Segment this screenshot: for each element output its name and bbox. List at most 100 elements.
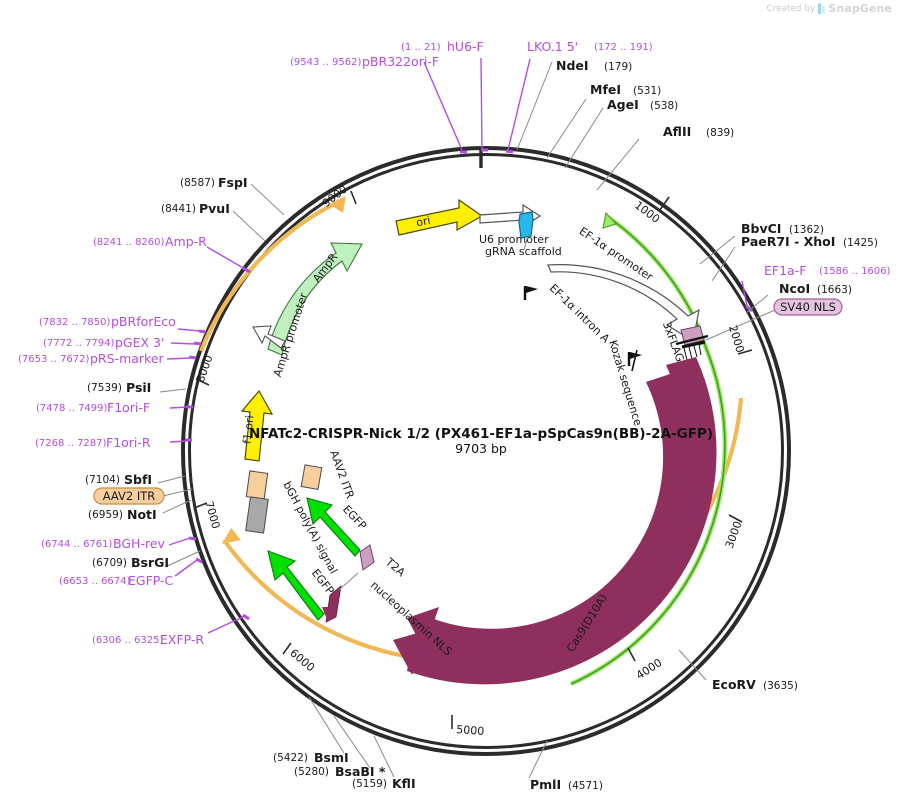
primer-tick-exfp-r bbox=[242, 613, 250, 621]
leader-sv40-nls bbox=[705, 309, 776, 341]
primer-range-f1ori-f: (7478 .. 7499) bbox=[36, 403, 108, 414]
primer-range-lko1-5: (172 .. 191) bbox=[594, 42, 653, 53]
enzyme-name-bbvci: BbvCI bbox=[741, 221, 781, 236]
enzyme-name-ecorv: EcoRV bbox=[712, 677, 756, 692]
primer-name-exfp-r: EXFP-R bbox=[160, 632, 204, 647]
label-f1ori-f[interactable]: (7478 .. 7499) F1ori-F bbox=[36, 400, 150, 415]
feature-label-aav2-itr-inner: AAV2 ITR bbox=[327, 449, 357, 501]
tick-5000: 5000 bbox=[451, 715, 485, 738]
label-psii[interactable]: (7539) PsiI bbox=[87, 380, 151, 395]
primer-name-f1ori-r: F1ori-R bbox=[106, 435, 151, 450]
feature-label-grna-scaffold: gRNA scaffold bbox=[485, 245, 562, 258]
label-ecorv[interactable]: EcoRV (3635) bbox=[712, 677, 798, 692]
feature-cas9-d10a[interactable]: Cas9(D10A) bbox=[407, 372, 696, 660]
feature-label-ef1a-intron-a: EF-1α intron A bbox=[547, 282, 613, 346]
tick-1000: 1000 bbox=[632, 196, 670, 226]
sv40-nls-pill bbox=[773, 298, 843, 316]
primer-name-lko1-5: LKO.1 5' bbox=[527, 39, 578, 54]
label-lko1-5[interactable]: LKO.1 5' (172 .. 191) bbox=[527, 39, 653, 54]
primer-name-f1ori-f: F1ori-F bbox=[107, 400, 150, 415]
enzyme-pos-pmli: (4571) bbox=[568, 780, 603, 792]
primer-range-f1ori-r: (7268 .. 7287) bbox=[35, 438, 107, 449]
primer-leaders bbox=[166, 57, 748, 634]
label-bbvci[interactable]: BbvCI (1362) bbox=[741, 221, 824, 236]
label-pvui[interactable]: (8441) PvuI bbox=[161, 201, 230, 216]
feature-aav2-itr-inner[interactable]: AAV2 ITR bbox=[300, 449, 357, 501]
enzyme-name-aflii: AflII bbox=[663, 124, 691, 139]
tick-label-3000: 3000 bbox=[723, 519, 745, 550]
feature-label-cas9: Cas9 bbox=[579, 563, 604, 593]
enzyme-pos-psii: (7539) bbox=[87, 382, 122, 394]
primer-name-egfp-c: EGFP-C bbox=[128, 573, 174, 588]
feature-t2a[interactable]: T2A bbox=[359, 544, 408, 580]
label-prs-marker[interactable]: (7653 .. 7672) pRS-marker bbox=[18, 351, 165, 366]
primer-tick-prs-marker bbox=[188, 355, 197, 360]
label-ndei[interactable]: NdeI (179) bbox=[556, 58, 632, 73]
primer-tick-bgh-rev bbox=[188, 536, 197, 541]
label-pbrforeco[interactable]: (7832 .. 7850) pBRforEco bbox=[39, 314, 176, 329]
intron-flag-left bbox=[523, 286, 538, 300]
label-paer7i-xhoi[interactable]: PaeR7I - XhoI (1425) bbox=[741, 234, 878, 249]
label-egfp-c[interactable]: (6653 .. 6674) EGFP-C bbox=[59, 573, 174, 588]
label-fspi[interactable]: (8587) FspI bbox=[180, 175, 248, 190]
label-f1ori-r[interactable]: (7268 .. 7287) F1ori-R bbox=[35, 435, 151, 450]
label-hu6-f[interactable]: (1 .. 21) hU6-F bbox=[401, 39, 484, 54]
primer-range-amp-r: (8241 .. 8260) bbox=[93, 237, 165, 248]
enzyme-name-pmli: PmlI bbox=[530, 777, 561, 792]
snapgene-branding: Created by SnapGene bbox=[767, 2, 892, 15]
feature-grna-scaffold[interactable]: gRNA scaffold bbox=[485, 211, 562, 258]
label-bgh-rev[interactable]: (6744 .. 6761) BGH-rev bbox=[41, 536, 166, 551]
enzyme-name-ncoi: NcoI bbox=[779, 281, 810, 296]
primer-tick-lko1-5 bbox=[505, 149, 514, 154]
label-sbfi[interactable]: (7104) SbfI bbox=[85, 472, 152, 487]
leader-nucleoplasmin bbox=[338, 572, 359, 591]
label-pbr322ori-f[interactable]: (9543 .. 9562) pBR322ori-F bbox=[290, 54, 439, 69]
primer-range-bgh-rev: (6744 .. 6761) bbox=[41, 539, 113, 550]
primer-tick-pbrforeco bbox=[198, 329, 207, 334]
enzyme-pos-mfei: (531) bbox=[633, 85, 661, 97]
label-amp-r[interactable]: (8241 .. 8260) Amp-R bbox=[93, 234, 207, 249]
aav2-itr-pill bbox=[93, 487, 165, 505]
tick-4000: 4000 bbox=[627, 647, 665, 682]
primer-name-hu6-f: hU6-F bbox=[447, 39, 484, 54]
primer-range-exfp-r: (6306 .. 6325) bbox=[92, 635, 164, 646]
enzyme-name-psii: PsiI bbox=[126, 380, 151, 395]
primer-range-pbr322ori-f: (9543 .. 9562) bbox=[290, 57, 362, 68]
label-kfli[interactable]: (5159) KflI bbox=[352, 776, 416, 791]
primer-range-egfp-c: (6653 .. 6674) bbox=[59, 576, 131, 587]
enzyme-name-sbfi: SbfI bbox=[124, 472, 152, 487]
tick-label-6000: 6000 bbox=[287, 646, 317, 674]
label-bsmi[interactable]: (5422) BsmI bbox=[273, 750, 349, 765]
label-mfei[interactable]: MfeI (531) bbox=[590, 82, 661, 97]
enzyme-pos-fspi: (8587) bbox=[180, 177, 215, 189]
primer-name-amp-r: Amp-R bbox=[165, 234, 207, 249]
label-agei[interactable]: AgeI (538) bbox=[607, 97, 678, 112]
label-aflii[interactable]: AflII (839) bbox=[663, 124, 734, 139]
label-ef1a-f[interactable]: EF1a-F (1586 .. 1606) bbox=[764, 263, 891, 278]
label-bsabi[interactable]: (5280) BsaBI * bbox=[294, 764, 386, 779]
feature-label-sv40-nls: SV40 NLS bbox=[780, 300, 836, 314]
label-exfp-r[interactable]: (6306 .. 6325) EXFP-R bbox=[92, 632, 204, 647]
label-bsrgi[interactable]: (6709) BsrGI bbox=[92, 555, 169, 570]
flag-hatch bbox=[683, 343, 702, 361]
label-ncoi[interactable]: NcoI (1663) bbox=[779, 281, 852, 296]
feature-label-ampr: AmpR bbox=[310, 251, 340, 285]
aav2-itr-pill-label[interactable]: AAV2 ITR bbox=[93, 487, 165, 505]
tick-label-4000: 4000 bbox=[634, 656, 665, 682]
label-pmli[interactable]: PmlI (4571) bbox=[530, 777, 603, 792]
feature-kozak-sequence[interactable]: Kozak sequence bbox=[606, 339, 644, 428]
feature-sv40-nls[interactable]: SV40 NLS bbox=[705, 298, 843, 341]
enzyme-pos-bsrgi: (6709) bbox=[92, 557, 127, 569]
primer-range-pbrforeco: (7832 .. 7850) bbox=[39, 317, 111, 328]
feature-f1-ori[interactable]: f1 ori bbox=[241, 389, 274, 462]
tick-label-5000: 5000 bbox=[456, 723, 485, 738]
primer-name-pgex-3: pGEX 3' bbox=[115, 335, 164, 350]
feature-u6-promoter[interactable]: U6 promoter bbox=[479, 203, 549, 246]
label-noti[interactable]: (6959) NotI bbox=[88, 507, 157, 522]
label-pgex-3[interactable]: (7772 .. 7794) pGEX 3' bbox=[43, 335, 164, 350]
feature-ori[interactable]: ori bbox=[395, 198, 484, 236]
feature-label-kozak-sequence: Kozak sequence bbox=[606, 339, 644, 428]
feature-label-f1-ori: f1 ori bbox=[241, 415, 257, 445]
created-by-label: Created by bbox=[766, 3, 816, 14]
primer-range-prs-marker: (7653 .. 7672) bbox=[18, 354, 90, 365]
